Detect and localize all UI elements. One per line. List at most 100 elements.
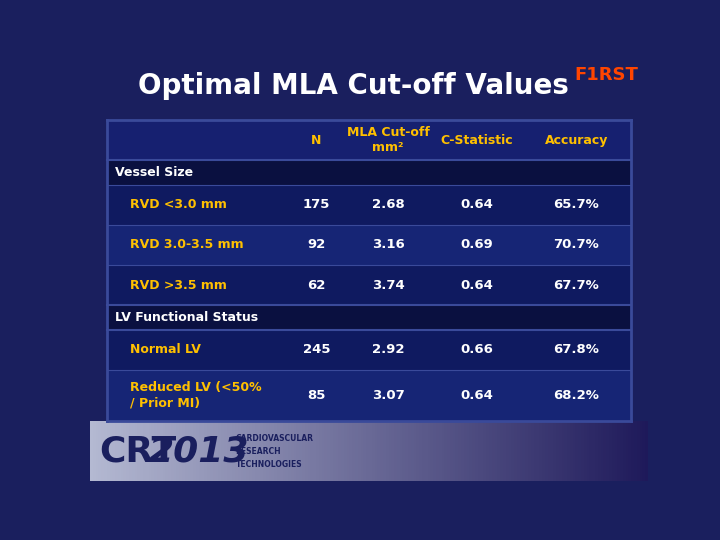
Bar bbox=[151, 421, 154, 481]
Text: 2.68: 2.68 bbox=[372, 198, 405, 212]
Bar bbox=[182, 421, 185, 481]
Bar bbox=[255, 421, 258, 481]
Bar bbox=[215, 421, 218, 481]
Bar bbox=[313, 421, 316, 481]
Bar bbox=[495, 421, 498, 481]
Bar bbox=[400, 421, 402, 481]
Bar bbox=[143, 421, 145, 481]
Bar bbox=[523, 421, 526, 481]
Bar bbox=[145, 421, 148, 481]
Bar bbox=[514, 421, 517, 481]
Bar bbox=[285, 421, 288, 481]
Bar bbox=[361, 421, 364, 481]
Bar bbox=[258, 421, 260, 481]
Bar bbox=[637, 421, 639, 481]
Text: 67.7%: 67.7% bbox=[554, 279, 599, 292]
Bar bbox=[520, 421, 523, 481]
Bar bbox=[210, 421, 213, 481]
Text: 65.7%: 65.7% bbox=[554, 198, 599, 212]
Bar bbox=[612, 421, 615, 481]
Text: 3.07: 3.07 bbox=[372, 389, 405, 402]
Bar bbox=[562, 421, 564, 481]
Bar bbox=[380, 421, 383, 481]
Bar bbox=[115, 421, 118, 481]
Bar bbox=[154, 421, 157, 481]
Text: 2.92: 2.92 bbox=[372, 343, 404, 356]
Bar bbox=[243, 421, 246, 481]
Bar bbox=[483, 421, 486, 481]
Bar bbox=[310, 421, 313, 481]
Bar bbox=[539, 421, 542, 481]
Bar bbox=[126, 421, 129, 481]
Bar bbox=[218, 421, 221, 481]
Text: 0.69: 0.69 bbox=[461, 239, 493, 252]
Bar bbox=[90, 421, 93, 481]
Bar bbox=[235, 421, 238, 481]
Bar bbox=[104, 421, 107, 481]
Text: 0.64: 0.64 bbox=[461, 198, 493, 212]
Bar bbox=[324, 421, 327, 481]
Bar bbox=[419, 421, 422, 481]
Bar bbox=[436, 421, 438, 481]
Bar bbox=[358, 421, 361, 481]
Bar bbox=[542, 421, 545, 481]
Bar bbox=[531, 421, 534, 481]
Bar bbox=[109, 421, 112, 481]
Bar bbox=[629, 421, 631, 481]
Bar bbox=[642, 421, 645, 481]
Bar bbox=[492, 421, 495, 481]
Bar bbox=[469, 421, 472, 481]
Bar bbox=[269, 421, 271, 481]
Bar bbox=[96, 421, 99, 481]
Text: C-Statistic: C-Statistic bbox=[441, 134, 513, 147]
Bar bbox=[536, 421, 539, 481]
Bar bbox=[129, 421, 132, 481]
Bar bbox=[475, 421, 478, 481]
Bar bbox=[464, 421, 467, 481]
Bar bbox=[472, 421, 475, 481]
Bar bbox=[578, 421, 581, 481]
Bar bbox=[135, 421, 138, 481]
Bar bbox=[467, 421, 469, 481]
Bar bbox=[163, 421, 166, 481]
Bar bbox=[366, 421, 369, 481]
Bar bbox=[352, 421, 355, 481]
Text: RVD 3.0-3.5 mm: RVD 3.0-3.5 mm bbox=[130, 239, 244, 252]
Bar bbox=[593, 421, 595, 481]
Bar bbox=[185, 421, 188, 481]
Text: Reduced LV (<50%
/ Prior MI): Reduced LV (<50% / Prior MI) bbox=[130, 381, 262, 409]
Bar bbox=[327, 421, 330, 481]
Bar bbox=[166, 421, 168, 481]
Bar bbox=[347, 421, 349, 481]
Bar bbox=[204, 421, 207, 481]
Bar bbox=[598, 421, 600, 481]
Bar bbox=[547, 421, 550, 481]
Bar bbox=[425, 421, 428, 481]
Bar bbox=[266, 421, 269, 481]
Bar bbox=[411, 421, 413, 481]
Bar bbox=[305, 421, 307, 481]
Text: 3.16: 3.16 bbox=[372, 239, 405, 252]
Bar bbox=[199, 421, 202, 481]
Bar bbox=[252, 421, 255, 481]
Bar bbox=[397, 421, 400, 481]
Bar bbox=[416, 421, 419, 481]
Bar bbox=[148, 421, 151, 481]
Bar bbox=[333, 421, 336, 481]
Bar bbox=[140, 421, 143, 481]
Bar bbox=[107, 185, 631, 225]
Bar bbox=[369, 421, 372, 481]
Bar bbox=[444, 421, 447, 481]
Text: Normal LV: Normal LV bbox=[130, 343, 201, 356]
Bar bbox=[107, 225, 631, 265]
Bar bbox=[461, 421, 464, 481]
Bar bbox=[389, 421, 392, 481]
Text: 62: 62 bbox=[307, 279, 325, 292]
Text: RVD >3.5 mm: RVD >3.5 mm bbox=[130, 279, 228, 292]
Bar bbox=[478, 421, 481, 481]
Bar bbox=[617, 421, 620, 481]
Bar bbox=[459, 421, 461, 481]
Bar bbox=[447, 421, 450, 481]
Bar bbox=[626, 421, 629, 481]
Bar bbox=[623, 421, 626, 481]
